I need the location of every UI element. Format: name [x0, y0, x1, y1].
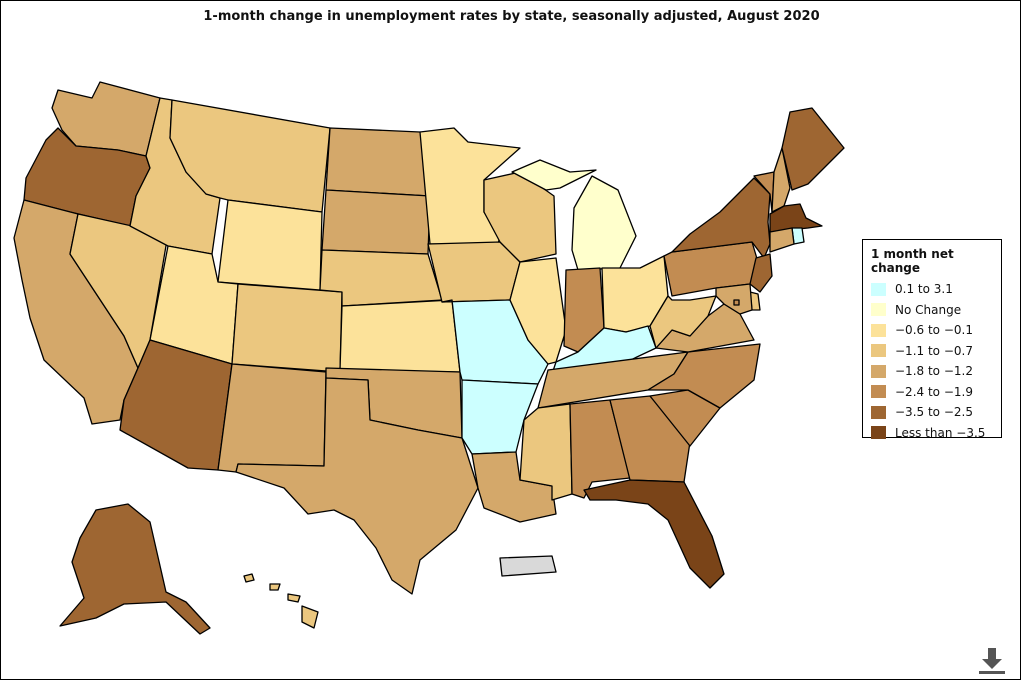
territory-PR[interactable]	[499, 555, 557, 577]
legend-swatch	[871, 405, 886, 419]
legend-label: −2.4 to −1.9	[895, 384, 973, 399]
state-NM[interactable]	[217, 363, 327, 473]
state-MI[interactable]	[511, 159, 637, 271]
legend-swatch	[871, 344, 886, 358]
state-TX[interactable]	[235, 377, 479, 595]
legend-item: No Change	[871, 300, 993, 321]
state-MT[interactable]	[169, 99, 331, 213]
legend-label: −1.8 to −1.2	[895, 364, 973, 379]
state-LA[interactable]	[471, 451, 557, 523]
legend-swatch	[871, 364, 886, 378]
legend-swatch	[871, 426, 886, 440]
state-FL[interactable]	[583, 479, 725, 589]
legend-item: −1.8 to −1.2	[871, 361, 993, 382]
state-NY[interactable]	[671, 177, 771, 259]
state-MD[interactable]	[715, 283, 753, 315]
download-icon[interactable]	[976, 646, 1008, 676]
legend-item: −2.4 to −1.9	[871, 382, 993, 403]
state-WV[interactable]	[649, 295, 717, 349]
state-WY[interactable]	[217, 199, 323, 291]
legend-item: −0.6 to −0.1	[871, 320, 993, 341]
legend-label: −3.5 to −2.5	[895, 405, 973, 420]
legend-item: −3.5 to −2.5	[871, 402, 993, 423]
state-IA[interactable]	[427, 241, 521, 303]
legend-swatch	[871, 303, 886, 317]
legend-label: 0.1 to 3.1	[895, 282, 953, 297]
legend-item: −1.1 to −0.7	[871, 341, 993, 362]
state-NH[interactable]	[771, 147, 791, 213]
legend-swatch	[871, 282, 886, 296]
legend-item: Less than −3.5	[871, 423, 993, 444]
state-ND[interactable]	[325, 127, 431, 197]
legend-label: Less than −3.5	[895, 425, 986, 440]
legend-label: −0.6 to −0.1	[895, 323, 973, 338]
map-title: 1-month change in unemployment rates by …	[203, 9, 820, 24]
legend-title: 1 month net change	[871, 247, 954, 275]
legend-swatch	[871, 323, 886, 337]
state-AK[interactable]	[59, 503, 211, 635]
state-GA[interactable]	[609, 395, 691, 483]
legend-swatch	[871, 385, 886, 399]
state-CT[interactable]	[769, 227, 795, 253]
map-legend: 1 month net change 0.1 to 3.1 No Change …	[862, 239, 1002, 440]
state-KS[interactable]	[339, 299, 461, 373]
state-ME[interactable]	[781, 107, 845, 191]
state-CO[interactable]	[231, 283, 343, 373]
state-NC[interactable]	[647, 343, 761, 409]
legend-label: No Change	[895, 302, 962, 317]
state-IL[interactable]	[509, 257, 567, 365]
state-DC[interactable]	[733, 299, 740, 306]
state-NJ[interactable]	[749, 253, 773, 293]
state-HI[interactable]	[243, 573, 319, 629]
state-SD[interactable]	[321, 189, 431, 255]
legend-label: −1.1 to −0.7	[895, 343, 973, 358]
legend-item: 0.1 to 3.1	[871, 279, 993, 300]
